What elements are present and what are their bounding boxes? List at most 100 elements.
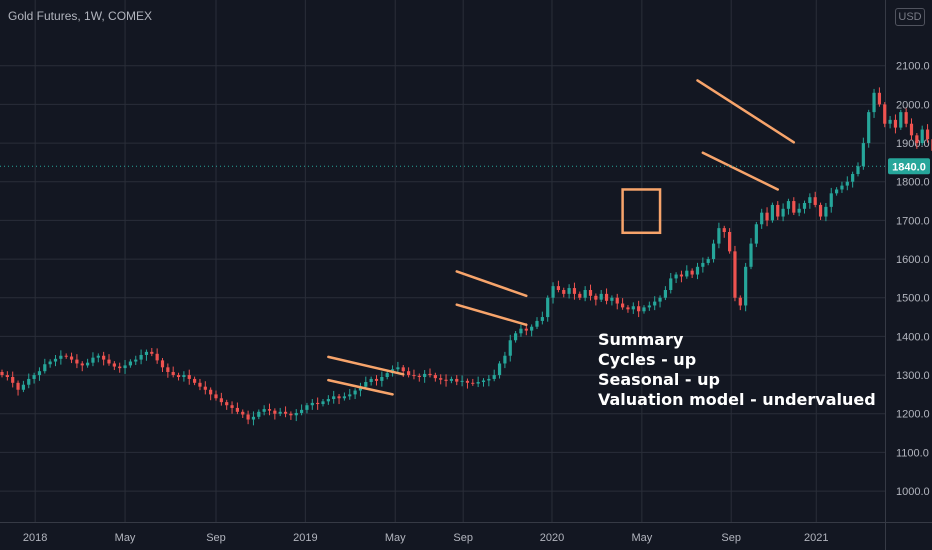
candle-body [744, 266, 748, 306]
candle-body [728, 232, 732, 252]
candle-body [770, 204, 774, 221]
chart-title: Gold Futures, 1W, COMEX [8, 9, 153, 23]
candle-body [214, 394, 218, 399]
candle-body [48, 361, 52, 365]
candle-body [139, 354, 143, 360]
x-tick-label: Sep [453, 532, 473, 544]
candle-body [187, 375, 191, 379]
candle-body [102, 355, 106, 360]
x-tick-label: Sep [721, 532, 741, 544]
candle-body [235, 407, 239, 412]
x-tick-label: Sep [206, 532, 226, 544]
candle-body [262, 409, 266, 412]
candle-body [374, 378, 379, 381]
candle-body [91, 357, 95, 363]
candle-body [16, 382, 20, 390]
candle-body [487, 378, 491, 381]
candle-body [59, 355, 63, 359]
candle-body [733, 251, 737, 298]
x-tick-label: 2021 [804, 532, 828, 544]
candle-body [556, 286, 560, 290]
candle-body [460, 380, 464, 382]
candle-body [64, 355, 68, 357]
candle-body [546, 297, 550, 318]
candle-body [230, 405, 234, 408]
candle-body [481, 380, 486, 383]
candle-body [369, 378, 373, 383]
candle-body [358, 386, 363, 391]
summary-heading: Summary [598, 330, 684, 349]
candle-body [856, 166, 860, 174]
candle-body [631, 306, 635, 310]
candle-body [412, 375, 416, 377]
candle-body [818, 204, 823, 217]
candle-body [300, 409, 304, 413]
candle-body [749, 243, 753, 267]
candle-body [348, 394, 352, 397]
candle-body [872, 92, 876, 113]
candle-body [642, 307, 646, 312]
candle-body [128, 361, 132, 366]
candle-body [909, 123, 914, 136]
candle-body [283, 411, 288, 414]
candle-body [455, 378, 459, 382]
candle-body [0, 371, 4, 376]
candle-body [53, 358, 58, 362]
candle-body [112, 363, 116, 367]
candle-body [904, 112, 908, 124]
candle-body [877, 92, 881, 105]
candle-body [599, 293, 603, 300]
candle-body [861, 143, 865, 167]
candle-body [433, 375, 437, 379]
candle-body [465, 380, 470, 383]
candle-body [107, 359, 111, 364]
candle-body [326, 399, 330, 402]
summary-valuation: Valuation model - undervalued [598, 390, 876, 409]
candle-body [588, 290, 593, 296]
candle-body [423, 373, 427, 377]
y-tick-label: 1000.0 [896, 486, 930, 498]
candle-body [514, 333, 518, 341]
x-tick-label: May [385, 532, 406, 544]
candle-body [305, 405, 309, 410]
candle-body [658, 297, 662, 302]
candle-body [364, 382, 368, 387]
candle-body [69, 356, 74, 360]
candle-body [711, 243, 716, 260]
y-tick-label: 1400.0 [896, 331, 930, 343]
x-tick-label: 2020 [540, 532, 564, 544]
candle-body [246, 414, 250, 420]
candle-body [27, 378, 31, 385]
candle-body [840, 185, 844, 190]
channel-line [327, 378, 394, 396]
candle-body [551, 286, 555, 298]
candle-body [417, 375, 421, 377]
candle-body [776, 204, 780, 217]
x-tick-label: 2019 [293, 532, 317, 544]
candle-body [209, 389, 213, 395]
candle-body [508, 340, 512, 356]
candle-body [5, 375, 9, 377]
candle-body [674, 274, 678, 279]
candle-body [583, 290, 587, 298]
candle-body [316, 402, 320, 405]
candle-body [123, 365, 127, 369]
candles [0, 87, 932, 426]
candle-body [198, 382, 202, 387]
currency-badge[interactable]: USD [895, 8, 925, 26]
candle-body [717, 228, 721, 244]
candle-body [134, 359, 138, 362]
candle-body [845, 181, 849, 186]
last-price-label-bg [888, 158, 930, 175]
y-tick-label: 1800.0 [896, 177, 930, 189]
channel-line [696, 79, 796, 144]
candle-body [685, 270, 689, 277]
candle-body [278, 411, 282, 414]
candle-body [760, 212, 764, 225]
candle-body [385, 373, 389, 377]
candle-body [471, 382, 475, 384]
candle-body [497, 363, 502, 376]
candle-body [824, 206, 828, 217]
pattern-annotations [327, 79, 796, 396]
